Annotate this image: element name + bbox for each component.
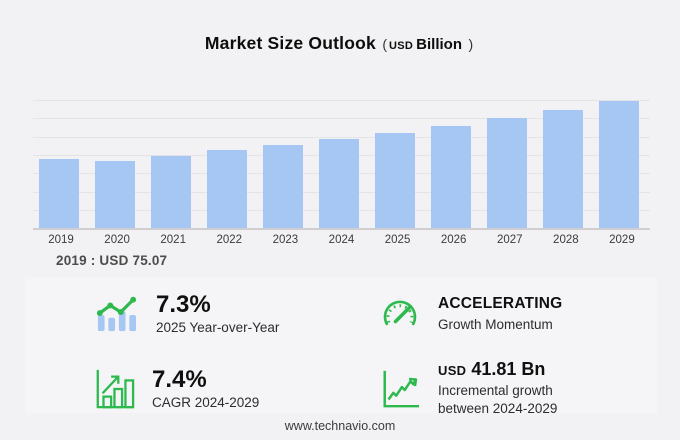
stat-label-momentum: Growth Momentum [438,316,553,332]
line-growth-icon [379,368,421,410]
x-axis-label: 2029 [609,234,635,246]
chart-title: Market Size Outlook [204,33,376,53]
bar-2022 [207,150,247,228]
bar-2020 [95,160,135,228]
unit-currency: USD [389,40,414,52]
stat-value-yoy: 7.3% [156,290,211,318]
bar-2024 [319,139,359,228]
stat-label-incremental: Incremental growth between 2024-2029 [438,383,558,416]
bar-2025 [375,132,415,228]
x-axis-labels: 2019 2020 2021 2022 2023 2024 2025 2026 2027 2028… [33,234,650,246]
stat-card-momentum: ACCELERATING Growth Momentum [341,277,657,351]
bar-2023 [263,144,303,228]
x-axis-label: 2021 [160,234,186,246]
paren-open: ( [382,36,388,52]
footer-url: www.technavio.com [284,419,396,433]
bar-2026 [431,125,471,228]
gridline [33,118,650,120]
x-axis-label: 2026 [440,234,467,246]
gridline [33,136,650,138]
x-axis-label: 2028 [553,234,579,246]
stat-label-yoy: 2025 Year-over-Year [156,319,280,335]
stat-card-cagr: 7.4% CAGR 2024-2029 [25,351,341,413]
stat-value-momentum: ACCELERATING [438,294,563,312]
bar-growth-icon [93,368,135,410]
trend-bars-icon [93,294,139,334]
stat-card-yoy: 7.3% 2025 Year-over-Year [25,277,341,351]
x-axis-label: 2027 [496,234,523,246]
bar-2028 [543,110,583,228]
x-axis-label: 2023 [272,234,299,246]
bar-chart [33,100,650,230]
bars [39,100,639,228]
bar-2029 [599,101,639,228]
stats-panel: 7.3% 2025 Year-over-Year ACCELERATING Gr… [25,277,657,416]
stat-value-cagr: 7.4% [152,365,207,393]
bar-2019 [39,159,79,228]
paren-close: ) [468,36,474,52]
bar-2027 [487,118,527,228]
page-title: Market Size Outlook (USD Billion ) [0,33,680,54]
speedometer-icon [379,295,421,333]
x-axis-label: 2022 [216,234,243,246]
x-axis-label: 2024 [328,234,355,246]
currency-prefix: USD [438,363,467,379]
bar-2021 [151,155,191,228]
x-axis-label: 2019 [48,234,74,246]
unit-label: Billion [416,36,462,53]
stat-label-cagr: CAGR 2024-2029 [152,394,260,410]
stat-value-incremental: USD 41.81 Bn [438,359,546,380]
x-axis-label: 2020 [104,234,130,246]
annotation-2019-value: 2019 : USD 75.07 [56,253,168,268]
x-axis-label: 2025 [384,234,411,246]
gridline [33,100,650,101]
stat-card-incremental-growth: USD 41.81 Bn Incremental growth between 2… [341,351,657,416]
